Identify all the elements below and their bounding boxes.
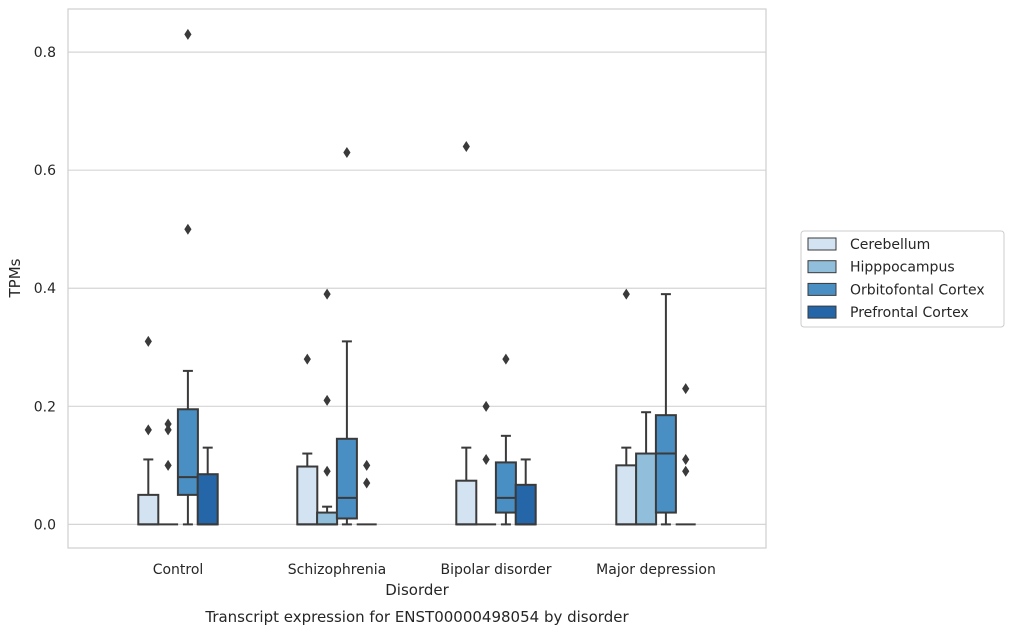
legend-swatch bbox=[807, 282, 837, 296]
outlier-point bbox=[682, 465, 690, 477]
x-tick-labels: Control Schizophrenia Bipolar disorder Majo… bbox=[153, 562, 716, 578]
legend-label: Cerebellum bbox=[850, 237, 930, 253]
box bbox=[196, 473, 219, 526]
legend-label: Hipppocampus bbox=[850, 260, 955, 276]
box bbox=[635, 452, 658, 526]
outlier-point bbox=[303, 353, 311, 365]
y-tick-label: 0.8 bbox=[34, 45, 56, 61]
box-group bbox=[296, 353, 319, 526]
outlier-point bbox=[144, 335, 152, 347]
legend-swatch bbox=[807, 305, 837, 319]
legend: Cerebellum Hipppocampus Orbitofontal Corte… bbox=[800, 230, 1005, 328]
x-tick-label: Major depression bbox=[596, 562, 716, 578]
box-group bbox=[137, 335, 160, 526]
outlier-point bbox=[323, 288, 331, 300]
outlier-point bbox=[164, 459, 172, 471]
legend-label: Prefrontal Cortex bbox=[850, 305, 969, 321]
outlier-point bbox=[622, 288, 630, 300]
y-tick-labels: 0.0 0.2 0.4 0.6 0.8 bbox=[34, 45, 56, 533]
outlier-point bbox=[682, 383, 690, 395]
y-tick-label: 0.4 bbox=[34, 281, 56, 297]
legend-label: Orbitofontal Cortex bbox=[850, 282, 985, 298]
outlier-point bbox=[164, 424, 172, 436]
outlier-point bbox=[144, 424, 152, 436]
box-group bbox=[455, 141, 478, 526]
box bbox=[455, 479, 478, 526]
box-group bbox=[615, 288, 638, 526]
box bbox=[316, 511, 339, 526]
box-group bbox=[176, 28, 199, 526]
outlier-point bbox=[682, 453, 690, 465]
legend-swatch bbox=[807, 237, 837, 251]
x-tick-label: Bipolar disorder bbox=[440, 562, 551, 578]
box-group bbox=[356, 459, 377, 526]
box bbox=[494, 461, 517, 514]
outlier-point bbox=[184, 223, 192, 235]
outlier-point bbox=[482, 400, 490, 412]
box bbox=[335, 437, 358, 520]
y-axis-title: TPMs bbox=[6, 258, 24, 298]
legend-items: Cerebellum Hipppocampus Orbitofontal Corte… bbox=[807, 237, 985, 321]
box bbox=[654, 414, 677, 514]
box bbox=[176, 408, 199, 496]
box bbox=[137, 493, 160, 526]
boxes bbox=[137, 28, 696, 526]
outlier-point bbox=[323, 465, 331, 477]
outlier-point bbox=[343, 146, 351, 158]
outlier-point bbox=[323, 394, 331, 406]
outlier-point bbox=[184, 28, 192, 40]
outlier-point bbox=[502, 353, 510, 365]
outlier-point bbox=[482, 453, 490, 465]
outlier-point bbox=[363, 459, 371, 471]
x-tick-label: Schizophrenia bbox=[288, 562, 386, 578]
y-tick-label: 0.2 bbox=[34, 399, 56, 415]
outlier-point bbox=[164, 418, 172, 430]
box bbox=[296, 465, 319, 526]
outlier-point bbox=[462, 141, 470, 153]
legend-swatch bbox=[807, 260, 837, 274]
box-group bbox=[158, 418, 179, 526]
chart-title: Transcript expression for ENST0000049805… bbox=[204, 608, 629, 626]
box-group bbox=[476, 400, 497, 526]
y-tick-label: 0.0 bbox=[34, 517, 56, 533]
box bbox=[615, 464, 638, 526]
box-group bbox=[635, 411, 658, 526]
box-group bbox=[494, 353, 517, 526]
box bbox=[514, 483, 537, 526]
x-axis-title: Disorder bbox=[385, 581, 449, 599]
legend-frame bbox=[800, 230, 1005, 328]
box-group bbox=[654, 293, 677, 526]
plot-frame bbox=[67, 8, 767, 549]
box-group bbox=[316, 288, 339, 526]
box-group bbox=[514, 458, 537, 526]
y-tick-label: 0.6 bbox=[34, 163, 56, 179]
outlier-point bbox=[363, 477, 371, 489]
box-group bbox=[335, 146, 358, 526]
x-tick-label: Control bbox=[153, 562, 204, 578]
box-group bbox=[196, 446, 219, 526]
box-group bbox=[675, 383, 696, 526]
